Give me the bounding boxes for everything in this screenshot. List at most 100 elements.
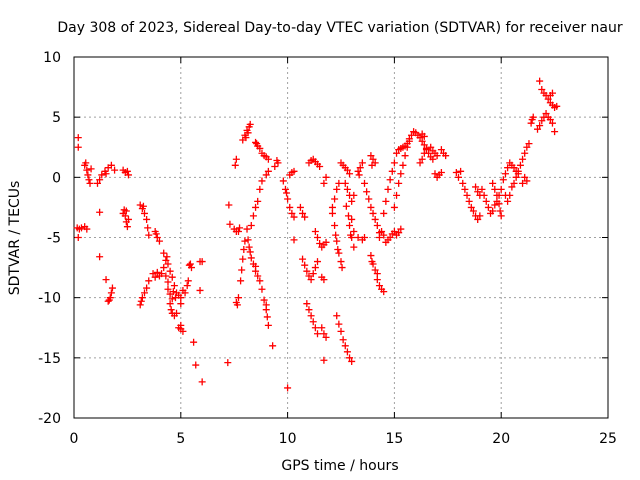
x-tick-labels: 0 5 10 15 20 25: [70, 431, 617, 447]
data-point: [122, 207, 130, 215]
data-point: [243, 225, 251, 233]
data-point: [320, 276, 328, 284]
data-point: [256, 277, 264, 285]
data-point: [496, 207, 504, 215]
data-point: [343, 166, 351, 174]
data-point: [311, 324, 319, 332]
data-point: [459, 179, 467, 187]
data-point: [233, 301, 241, 309]
data-point: [190, 338, 198, 346]
data-point: [491, 185, 499, 193]
data-point: [316, 163, 324, 171]
data-point: [104, 297, 112, 305]
chart-title: Day 308 of 2023, Sidereal Day-to-day VTE…: [57, 20, 623, 36]
data-point: [252, 203, 260, 211]
data-point: [501, 170, 509, 178]
data-point: [290, 167, 298, 175]
data-point: [525, 140, 533, 148]
data-point: [196, 286, 204, 294]
x-tick-label: 0: [70, 431, 79, 447]
data-point: [380, 209, 388, 217]
data-point: [497, 212, 505, 220]
data-point: [322, 333, 330, 341]
data-point: [241, 237, 249, 245]
data-point: [478, 185, 486, 193]
data-point: [405, 135, 413, 143]
data-point: [335, 320, 343, 328]
data-point: [74, 143, 82, 151]
y-tick-label: -15: [38, 351, 61, 367]
data-point: [166, 267, 174, 275]
data-point: [177, 321, 185, 329]
data-point: [160, 264, 168, 272]
data-point: [551, 128, 559, 136]
data-point: [256, 185, 264, 193]
y-tick-label: 0: [52, 170, 61, 186]
data-point: [519, 155, 527, 163]
data-point: [365, 195, 373, 203]
data-point: [284, 195, 292, 203]
data-point: [93, 179, 101, 187]
data-point: [397, 225, 405, 233]
data-point: [143, 215, 151, 223]
data-point: [181, 289, 189, 297]
data-point: [164, 260, 172, 268]
plot-frame: [73, 56, 609, 419]
data-point: [87, 165, 95, 173]
data-point: [307, 312, 315, 320]
data-point: [307, 276, 315, 284]
data-point: [375, 282, 383, 290]
data-point: [226, 220, 234, 228]
data-point: [184, 277, 192, 285]
data-point: [299, 209, 307, 217]
data-point: [264, 167, 272, 175]
data-point: [183, 282, 191, 290]
data-point: [231, 161, 239, 169]
data-point: [301, 213, 309, 221]
data-point: [309, 270, 317, 278]
data-point: [335, 179, 343, 187]
data-point: [177, 300, 185, 308]
data-point: [553, 102, 561, 110]
data-point: [260, 296, 268, 304]
data-point: [263, 313, 271, 321]
data-point: [151, 273, 159, 281]
data-point: [111, 166, 119, 174]
data-point: [476, 212, 484, 220]
data-point: [489, 207, 497, 215]
data-point: [342, 202, 350, 210]
data-point: [314, 330, 322, 338]
data-point: [548, 119, 556, 127]
data-point: [369, 155, 377, 163]
data-point: [367, 152, 375, 160]
data-point: [546, 116, 554, 124]
data-point: [107, 161, 115, 169]
data-point: [437, 146, 445, 154]
data-point: [244, 236, 252, 244]
data-point: [192, 361, 200, 369]
data-points: [73, 77, 561, 392]
data-point: [198, 378, 206, 386]
data-point: [442, 152, 450, 160]
data-point: [368, 161, 376, 169]
data-point: [504, 197, 512, 205]
data-point: [328, 209, 336, 217]
data-point: [83, 225, 91, 233]
data-point: [373, 270, 381, 278]
data-point: [420, 132, 428, 140]
data-point: [279, 177, 287, 185]
data-point: [173, 309, 181, 317]
data-point: [163, 253, 171, 261]
data-point: [491, 201, 499, 209]
x-tick-label: 5: [176, 431, 185, 447]
data-point: [331, 221, 339, 229]
data-point: [390, 159, 398, 167]
data-point: [138, 294, 146, 302]
data-point: [164, 285, 172, 293]
x-tick-label: 10: [279, 431, 297, 447]
data-point: [528, 116, 536, 124]
data-point: [136, 301, 144, 309]
data-point: [252, 262, 260, 270]
data-point: [457, 167, 465, 175]
data-point: [437, 169, 445, 177]
